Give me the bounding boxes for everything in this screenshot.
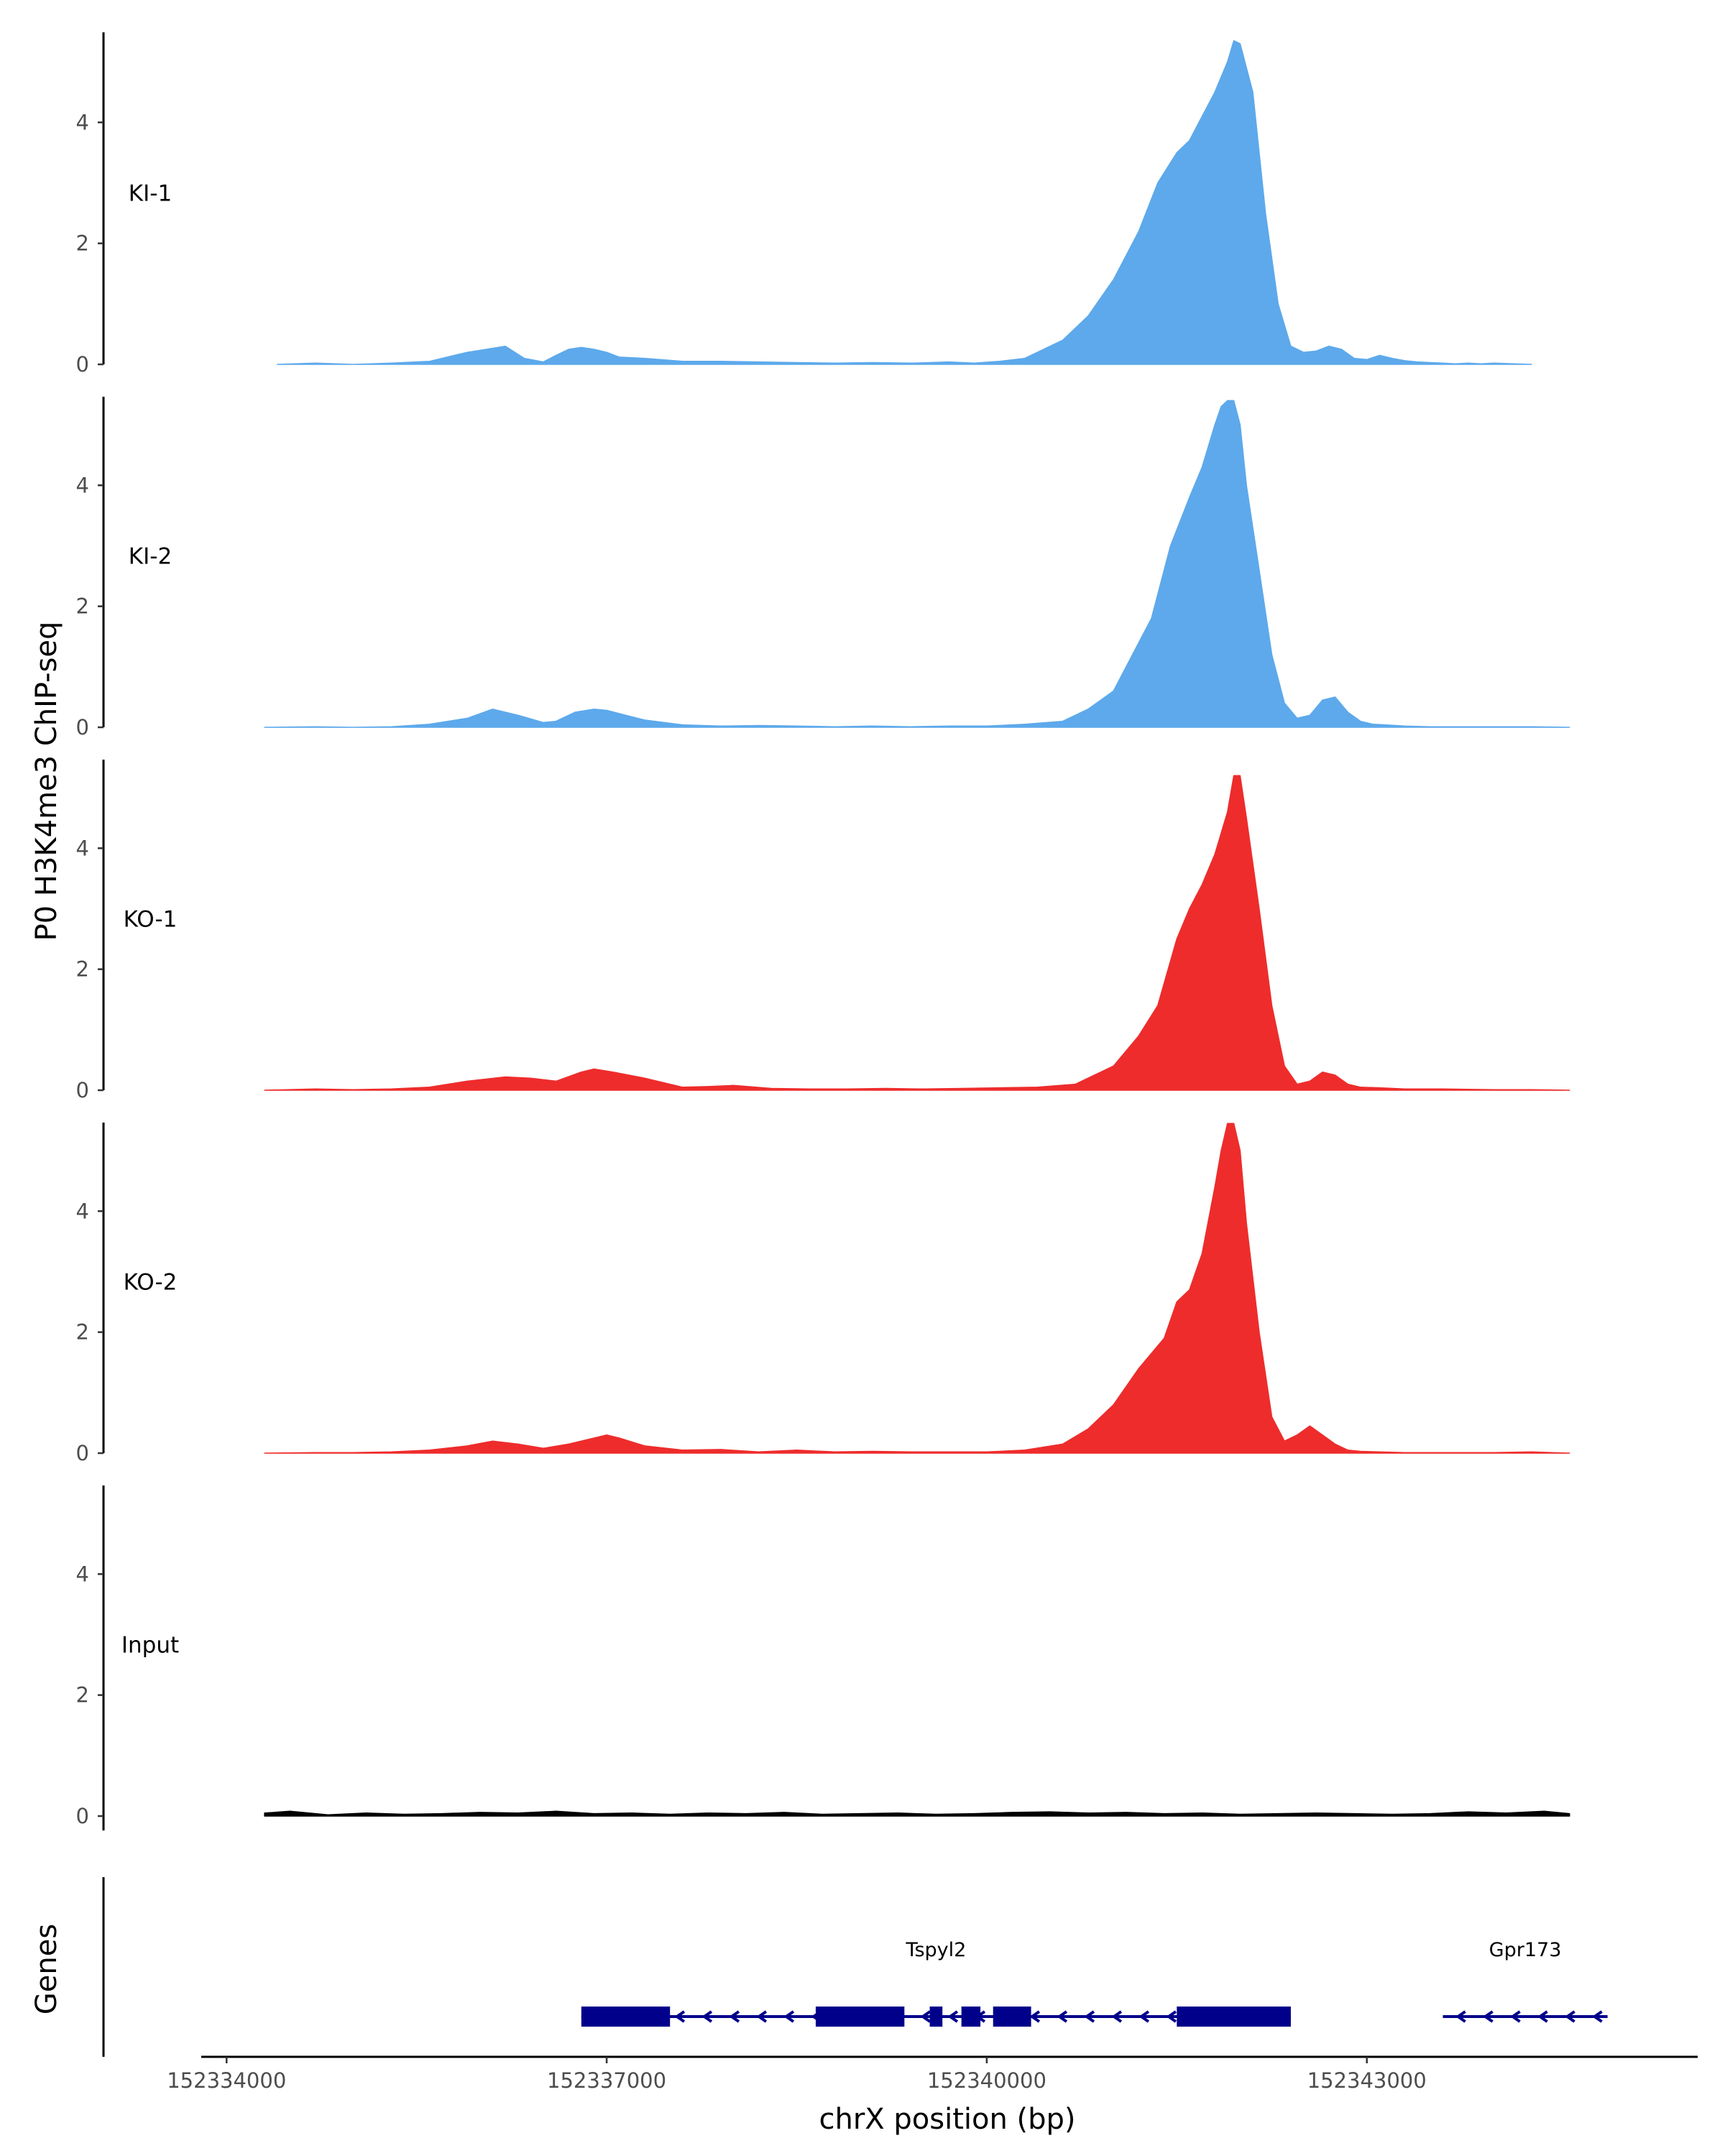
y-tick-label: 0	[76, 1441, 89, 1465]
strand-arrow	[1138, 2010, 1150, 2023]
y-axis-title: P0 H3K4me3 ChIP-seq	[30, 622, 63, 941]
strand-arrow	[674, 2010, 686, 2023]
y-tick-label: 4	[76, 473, 89, 497]
coverage-tracks: 0 2 4 KI-1 0 2 4 KI-2 0 2 4 KO-1 0 2 4 KO-2 0 2 4 Input	[76, 32, 1570, 1830]
y-tick-label: 2	[76, 1683, 89, 1708]
gene-track: Tspyl2 Gpr173	[102, 1877, 1608, 2057]
coverage-area-input	[264, 1810, 1570, 1817]
y-tick-label: 2	[76, 594, 89, 619]
track-ko-2: 0 2 4 KO-2	[76, 1123, 1570, 1465]
y-tick-label: 4	[76, 1199, 89, 1223]
y-tick-label: 2	[76, 1320, 89, 1345]
y-tick-label: 0	[76, 1804, 89, 1828]
x-axis-title: chrX position (bp)	[819, 2103, 1075, 2136]
coverage-area-ko-2	[264, 1123, 1570, 1454]
track-ki-2: 0 2 4 KI-2	[76, 397, 1570, 740]
gene-gpr173: Gpr173	[1443, 1939, 1608, 2023]
gene-tspyl2: Tspyl2	[581, 1939, 1291, 2027]
strand-arrow	[1029, 2010, 1041, 2023]
x-tick-label: 152340000	[927, 2068, 1046, 2093]
x-tick-label: 152334000	[167, 2068, 286, 2093]
strand-arrow	[756, 2010, 768, 2023]
coverage-area-ki-1	[277, 40, 1532, 365]
x-tick-label: 152337000	[547, 2068, 666, 2093]
strand-arrow	[1057, 2010, 1068, 2023]
y-tick-label: 0	[76, 352, 89, 377]
x-tick-label: 152343000	[1307, 2068, 1427, 2093]
exon	[1177, 2007, 1291, 2027]
track-label-ko-2: KO-2	[124, 1270, 178, 1296]
x-axis: 152334000 152337000 152340000 152343000	[167, 2055, 1698, 2093]
exon	[993, 2007, 1031, 2027]
strand-arrow	[729, 2010, 740, 2023]
strand-arrow	[1592, 2010, 1603, 2023]
gene-label-gpr173: Gpr173	[1489, 1939, 1562, 1961]
exon	[929, 2007, 943, 2027]
track-label-ki-1: KI-1	[129, 181, 172, 207]
track-label-input: Input	[121, 1633, 179, 1659]
track-label-ko-1: KO-1	[124, 907, 178, 933]
strand-arrow	[1483, 2010, 1494, 2023]
exon	[815, 2007, 905, 2027]
y-tick-label: 2	[76, 957, 89, 982]
strand-arrow	[1084, 2010, 1095, 2023]
strand-arrow	[1565, 2010, 1576, 2023]
strand-arrow	[920, 2010, 932, 2023]
y-tick-label: 0	[76, 1078, 89, 1102]
strand-arrow	[1510, 2010, 1521, 2023]
y-tick-label: 4	[76, 836, 89, 860]
strand-arrow	[1537, 2010, 1548, 2023]
track-ko-1: 0 2 4 KO-1	[76, 760, 1570, 1102]
track-input: 0 2 4 Input	[76, 1485, 1570, 1830]
strand-arrow	[702, 2010, 713, 2023]
track-ki-1: 0 2 4 KI-1	[76, 32, 1532, 377]
track-label-ki-2: KI-2	[129, 544, 172, 570]
genes-track-title: Genes	[30, 1924, 63, 2014]
strand-arrow	[783, 2010, 795, 2023]
y-tick-label: 4	[76, 1562, 89, 1586]
gene-label-tspyl2: Tspyl2	[905, 1939, 966, 1961]
coverage-area-ko-1	[264, 775, 1570, 1091]
y-tick-label: 2	[76, 231, 89, 256]
strand-arrow	[1111, 2010, 1123, 2023]
y-tick-label: 4	[76, 110, 89, 134]
strand-arrow	[947, 2010, 959, 2023]
exon	[961, 2007, 981, 2027]
exon	[581, 2007, 671, 2027]
y-tick-label: 0	[76, 715, 89, 740]
coverage-area-ki-2	[264, 400, 1570, 728]
strand-arrow	[1166, 2010, 1177, 2023]
strand-arrow	[1455, 2010, 1466, 2023]
